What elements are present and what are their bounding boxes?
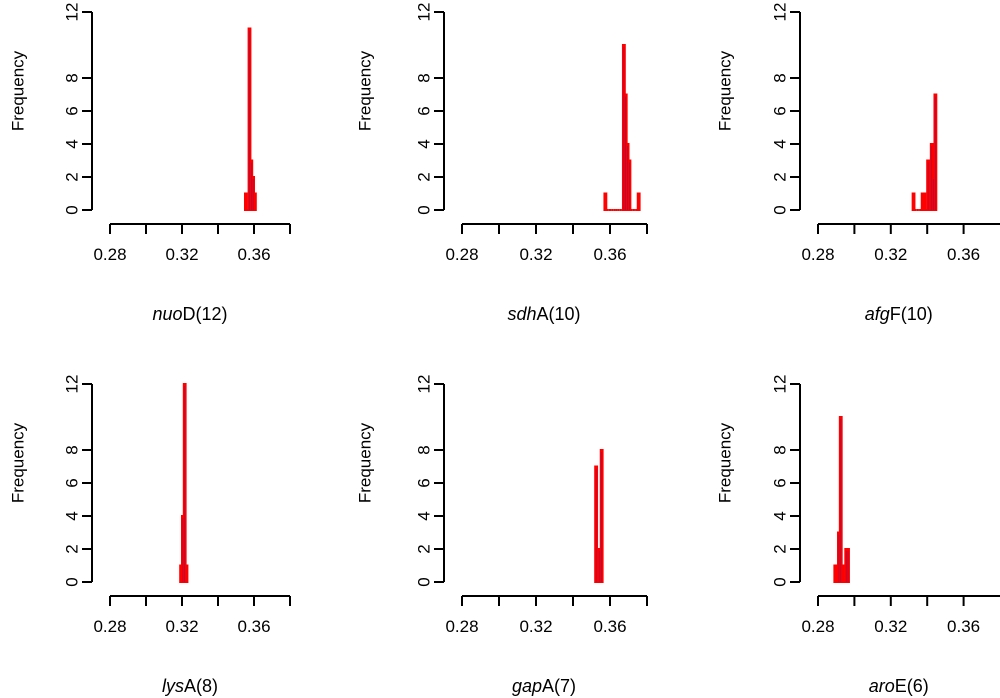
y-axis-label: Frequency xyxy=(716,50,735,131)
y-tick-label: 2 xyxy=(415,544,434,553)
x-tick-label: 0.36 xyxy=(593,245,626,264)
x-axis-label: aroE(6) xyxy=(869,676,929,696)
gene-suffix: D(12) xyxy=(183,304,228,324)
histogram-panel-aroE(6): 0 2 4 6 8 12 Frequency 0.28 0.32 0.36 aroE(6) xyxy=(716,375,1000,696)
x-axis-label: gapA(7) xyxy=(512,676,576,696)
y-tick-label: 2 xyxy=(63,172,82,181)
histogram-panel-nuoD(12): 0 2 4 6 8 12 Frequency 0.28 0.32 0.36 nuoD(12) xyxy=(9,3,291,324)
x-tick-label: 0.32 xyxy=(165,617,198,636)
x-tick-label: 0.32 xyxy=(874,245,907,264)
x-tick-label: 0.32 xyxy=(874,617,907,636)
y-tick-label: 4 xyxy=(771,511,790,520)
histogram-bar xyxy=(922,192,927,211)
x-axis-label: afgF(10) xyxy=(865,304,933,324)
y-tick-label: 8 xyxy=(63,445,82,454)
x-tick-label: 0.28 xyxy=(801,245,834,264)
x-tick-label: 0.28 xyxy=(93,245,126,264)
x-tick-label: 0.28 xyxy=(445,245,478,264)
y-tick-label: 12 xyxy=(63,375,82,394)
x-tick-label: 0.36 xyxy=(593,617,626,636)
x-tick-label: 0.36 xyxy=(237,617,270,636)
y-axis-label: Frequency xyxy=(356,50,375,131)
gene-name: lys xyxy=(162,676,184,696)
y-axis-label: Frequency xyxy=(356,422,375,503)
y-tick-label: 12 xyxy=(63,3,82,22)
y-tick-label: 2 xyxy=(771,172,790,181)
y-tick-label: 8 xyxy=(771,73,790,82)
y-tick-label: 8 xyxy=(63,73,82,82)
x-tick-label: 0.32 xyxy=(519,617,552,636)
y-tick-label: 2 xyxy=(771,544,790,553)
gene-name: sdh xyxy=(507,304,536,324)
y-tick-label: 0 xyxy=(771,205,790,214)
y-tick-label: 6 xyxy=(415,478,434,487)
gene-suffix: A(7) xyxy=(542,676,576,696)
y-tick-label: 8 xyxy=(415,445,434,454)
y-tick-label: 6 xyxy=(415,106,434,115)
y-tick-label: 6 xyxy=(771,106,790,115)
x-axis-label: lysA(8) xyxy=(162,676,218,696)
gene-name: nuo xyxy=(152,304,182,324)
gene-suffix: E(6) xyxy=(895,676,929,696)
y-tick-label: 4 xyxy=(415,511,434,520)
y-tick-label: 6 xyxy=(63,106,82,115)
y-tick-label: 2 xyxy=(415,172,434,181)
y-tick-label: 0 xyxy=(63,205,82,214)
x-axis-label: sdhA(10) xyxy=(507,304,580,324)
histogram-panel-gapA(7): 0 2 4 6 8 12 Frequency 0.28 0.32 0.36 gapA(7) xyxy=(356,375,648,696)
x-axis-label: nuoD(12) xyxy=(152,304,227,324)
histogram-bar xyxy=(603,192,608,211)
y-tick-label: 4 xyxy=(415,139,434,148)
y-tick-label: 8 xyxy=(415,73,434,82)
histogram-panel-sdhA(10): 0 2 4 6 8 12 Frequency 0.28 0.32 0.36 sdhA(10) xyxy=(356,3,648,324)
y-tick-label: 12 xyxy=(771,3,790,22)
y-tick-label: 4 xyxy=(63,139,82,148)
y-tick-label: 0 xyxy=(771,577,790,586)
y-tick-label: 12 xyxy=(771,375,790,394)
gene-suffix: A(10) xyxy=(537,304,581,324)
x-tick-label: 0.28 xyxy=(93,617,126,636)
x-tick-label: 0.32 xyxy=(165,245,198,264)
y-axis-label: Frequency xyxy=(9,422,28,503)
y-tick-label: 0 xyxy=(415,205,434,214)
x-tick-label: 0.32 xyxy=(519,245,552,264)
y-tick-label: 8 xyxy=(771,445,790,454)
gene-suffix: F(10) xyxy=(890,304,933,324)
x-tick-label: 0.36 xyxy=(237,245,270,264)
y-tick-label: 4 xyxy=(63,511,82,520)
histogram-panel-afgF(10): 0 2 4 6 8 12 Frequency 0.28 0.32 0.36 afgF(10) xyxy=(716,3,1000,324)
y-tick-label: 12 xyxy=(415,375,434,394)
y-axis-label: Frequency xyxy=(716,422,735,503)
gene-name: aro xyxy=(869,676,895,696)
x-tick-label: 0.28 xyxy=(801,617,834,636)
x-tick-label: 0.36 xyxy=(947,617,980,636)
histogram-bar xyxy=(184,564,189,583)
gene-suffix: A(8) xyxy=(184,676,218,696)
gene-name: gap xyxy=(512,676,542,696)
x-tick-label: 0.28 xyxy=(445,617,478,636)
histogram-bar xyxy=(911,192,916,211)
gene-name: afg xyxy=(865,304,890,324)
histogram-bar xyxy=(636,192,641,211)
y-tick-label: 0 xyxy=(415,577,434,586)
y-tick-label: 2 xyxy=(63,544,82,553)
y-tick-label: 0 xyxy=(63,577,82,586)
y-axis-label: Frequency xyxy=(9,50,28,131)
y-tick-label: 6 xyxy=(771,478,790,487)
y-tick-label: 12 xyxy=(415,3,434,22)
x-tick-label: 0.36 xyxy=(947,245,980,264)
histogram-bar xyxy=(840,564,845,583)
histogram-panel-lysA(8): 0 2 4 6 8 12 Frequency 0.28 0.32 0.36 lysA(8) xyxy=(9,375,291,696)
histogram-bar xyxy=(253,192,257,211)
y-tick-label: 6 xyxy=(63,478,82,487)
histogram-bar xyxy=(244,192,248,211)
y-tick-label: 4 xyxy=(771,139,790,148)
